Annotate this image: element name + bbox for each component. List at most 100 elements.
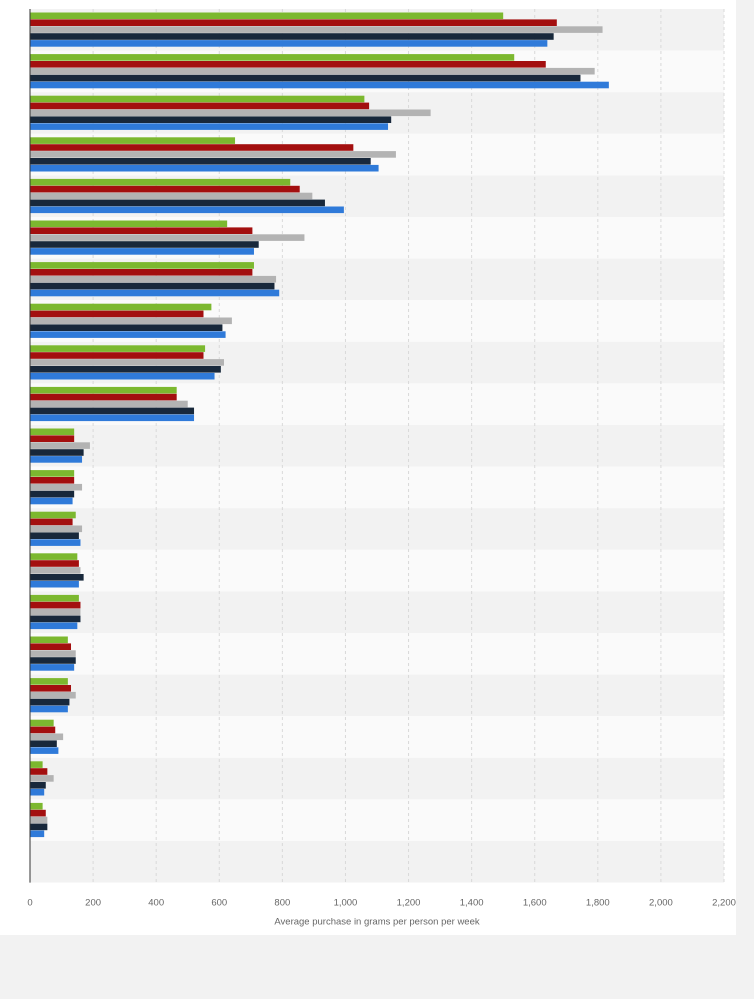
bar[interactable] bbox=[30, 525, 83, 533]
bar[interactable] bbox=[30, 262, 254, 269]
bar[interactable] bbox=[30, 33, 554, 40]
bar[interactable] bbox=[30, 227, 253, 234]
bar[interactable] bbox=[30, 109, 431, 117]
bar[interactable] bbox=[30, 477, 75, 484]
bar[interactable] bbox=[30, 164, 379, 172]
bar[interactable] bbox=[30, 691, 76, 699]
bar[interactable] bbox=[30, 726, 56, 734]
bar[interactable] bbox=[30, 802, 43, 810]
bar[interactable] bbox=[30, 199, 325, 207]
bar[interactable] bbox=[30, 310, 204, 318]
bar[interactable] bbox=[30, 206, 344, 214]
bar[interactable] bbox=[30, 178, 291, 186]
bar[interactable] bbox=[30, 809, 46, 817]
bar[interactable] bbox=[30, 95, 365, 103]
bar[interactable] bbox=[30, 698, 70, 706]
bar[interactable] bbox=[30, 234, 305, 241]
bar[interactable] bbox=[30, 539, 81, 546]
bar[interactable] bbox=[30, 442, 90, 449]
bar[interactable] bbox=[30, 435, 75, 442]
bar[interactable] bbox=[30, 407, 195, 415]
bar[interactable] bbox=[30, 470, 75, 477]
bar[interactable] bbox=[30, 151, 396, 158]
bar[interactable] bbox=[30, 567, 81, 574]
bar[interactable] bbox=[30, 636, 68, 644]
bar[interactable] bbox=[30, 580, 79, 588]
bar[interactable] bbox=[30, 345, 206, 352]
bar[interactable] bbox=[30, 601, 81, 609]
bar[interactable] bbox=[30, 144, 354, 151]
bar[interactable] bbox=[30, 560, 79, 567]
bar[interactable] bbox=[30, 456, 83, 463]
bar[interactable] bbox=[30, 12, 504, 20]
bar[interactable] bbox=[30, 185, 300, 193]
bar[interactable] bbox=[30, 719, 54, 727]
bar[interactable] bbox=[30, 657, 76, 664]
bar[interactable] bbox=[30, 608, 81, 616]
bar[interactable] bbox=[30, 26, 603, 33]
bar[interactable] bbox=[30, 366, 221, 373]
bar[interactable] bbox=[30, 317, 232, 325]
bar[interactable] bbox=[30, 532, 79, 539]
bar[interactable] bbox=[30, 768, 48, 775]
bar[interactable] bbox=[30, 372, 215, 380]
bar[interactable] bbox=[30, 393, 177, 401]
bar[interactable] bbox=[30, 782, 46, 789]
bar[interactable] bbox=[30, 490, 75, 498]
bar[interactable] bbox=[30, 400, 188, 408]
bar[interactable] bbox=[30, 497, 73, 505]
bar[interactable] bbox=[30, 248, 254, 255]
bar[interactable] bbox=[30, 386, 177, 394]
bar[interactable] bbox=[30, 511, 76, 519]
bar[interactable] bbox=[30, 289, 280, 297]
bar[interactable] bbox=[30, 761, 43, 768]
bar[interactable] bbox=[30, 158, 371, 165]
bar[interactable] bbox=[30, 553, 78, 560]
bar[interactable] bbox=[30, 615, 81, 623]
bar[interactable] bbox=[30, 414, 195, 422]
bar[interactable] bbox=[30, 137, 236, 144]
bar[interactable] bbox=[30, 282, 275, 290]
bar[interactable] bbox=[30, 685, 72, 692]
bar[interactable] bbox=[30, 40, 548, 47]
bar[interactable] bbox=[30, 705, 68, 713]
bar[interactable] bbox=[30, 574, 84, 581]
bar[interactable] bbox=[30, 740, 57, 747]
bar[interactable] bbox=[30, 61, 546, 68]
bar[interactable] bbox=[30, 54, 515, 61]
bar[interactable] bbox=[30, 678, 68, 685]
bar[interactable] bbox=[30, 650, 76, 657]
bar[interactable] bbox=[30, 74, 581, 82]
bar[interactable] bbox=[30, 449, 84, 456]
bar[interactable] bbox=[30, 81, 609, 89]
bar[interactable] bbox=[30, 303, 212, 311]
bar[interactable] bbox=[30, 359, 225, 366]
bar[interactable] bbox=[30, 220, 228, 228]
bar[interactable] bbox=[30, 733, 64, 741]
bar[interactable] bbox=[30, 622, 78, 630]
bar[interactable] bbox=[30, 518, 73, 526]
bar[interactable] bbox=[30, 788, 45, 796]
bar[interactable] bbox=[30, 775, 54, 782]
bar[interactable] bbox=[30, 102, 370, 110]
bar[interactable] bbox=[30, 241, 259, 248]
bar[interactable] bbox=[30, 19, 557, 26]
bar[interactable] bbox=[30, 116, 392, 123]
bar[interactable] bbox=[30, 816, 48, 824]
bar[interactable] bbox=[30, 192, 313, 200]
bar[interactable] bbox=[30, 428, 75, 436]
bar[interactable] bbox=[30, 747, 59, 754]
bar[interactable] bbox=[30, 324, 223, 331]
bar[interactable] bbox=[30, 643, 72, 650]
bar[interactable] bbox=[30, 269, 253, 276]
bar[interactable] bbox=[30, 594, 79, 602]
bar[interactable] bbox=[30, 483, 83, 491]
bar[interactable] bbox=[30, 123, 389, 130]
bar[interactable] bbox=[30, 275, 277, 283]
bar[interactable] bbox=[30, 67, 595, 75]
bar[interactable] bbox=[30, 830, 45, 838]
bar[interactable] bbox=[30, 664, 75, 671]
bar[interactable] bbox=[30, 331, 226, 338]
bar[interactable] bbox=[30, 352, 204, 359]
bar[interactable] bbox=[30, 823, 48, 831]
